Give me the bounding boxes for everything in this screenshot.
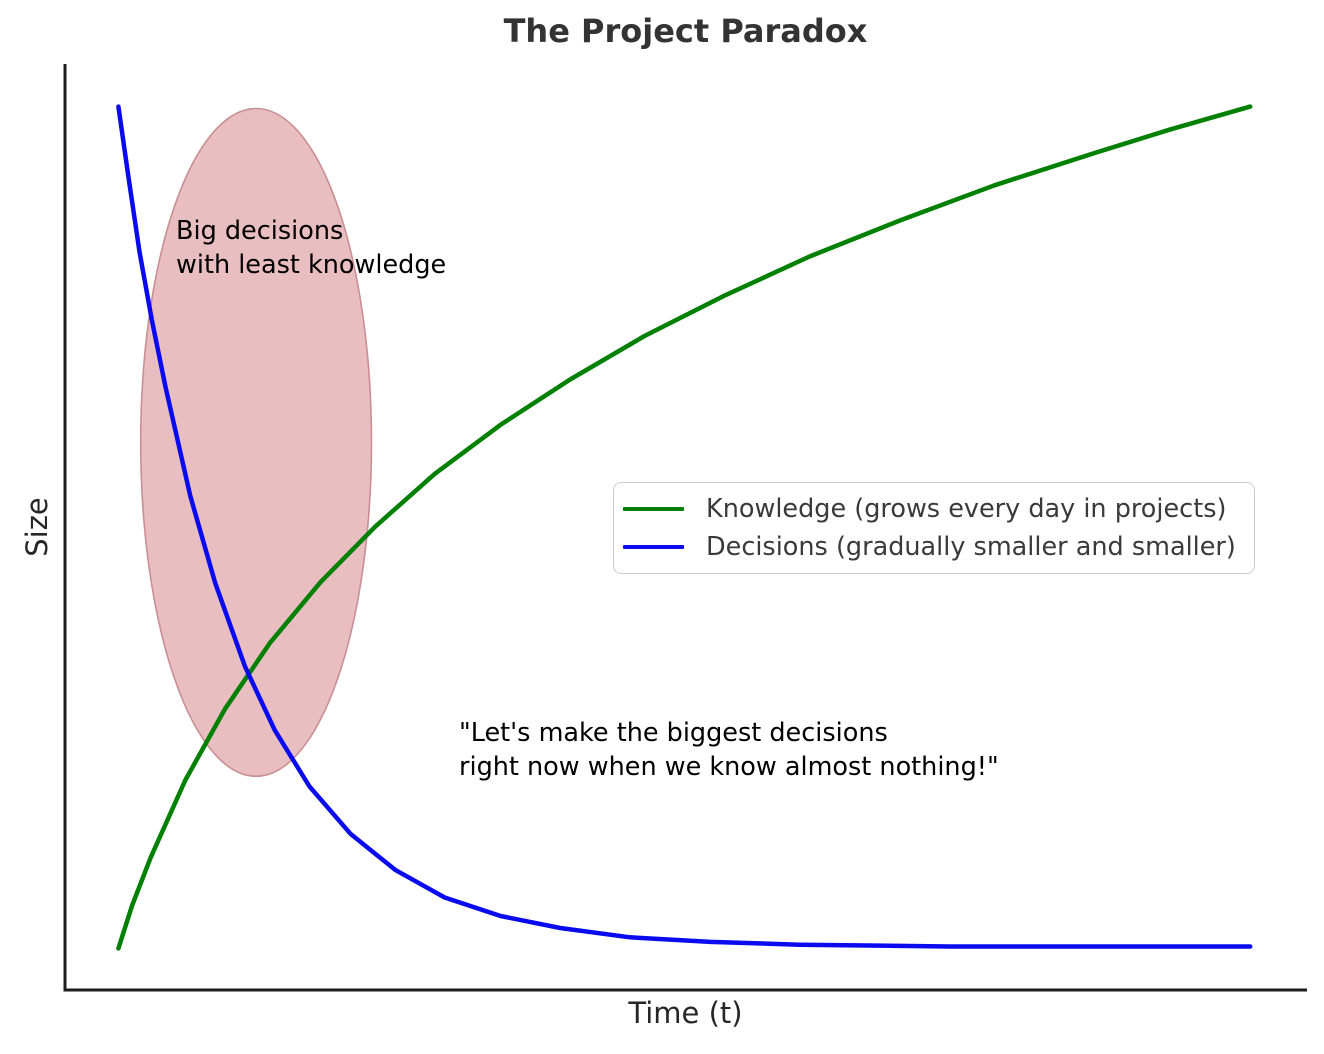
highlight-ellipse [139,107,373,778]
legend: Knowledge (grows every day in projects) … [613,482,1255,574]
knowledge-curve [116,104,1253,951]
x-axis-label: Time (t) [628,996,743,1030]
legend-item-knowledge: Knowledge (grows every day in projects) [623,490,1236,528]
legend-label-knowledge: Knowledge (grows every day in projects) [706,494,1227,524]
annotation-big-decisions: Big decisions with least knowledge [176,216,447,280]
knowledge-line-swatch [623,506,684,512]
legend-item-decisions: Decisions (gradually smaller and smaller… [623,528,1236,566]
legend-label-decisions: Decisions (gradually smaller and smaller… [706,532,1236,562]
decisions-line-swatch [623,544,684,550]
decisions-curve [116,104,1253,949]
chart-title: The Project Paradox [503,12,868,50]
y-axis-label: Size [20,497,54,557]
annotation-quote: "Let's make the biggest decisions right … [459,718,999,782]
